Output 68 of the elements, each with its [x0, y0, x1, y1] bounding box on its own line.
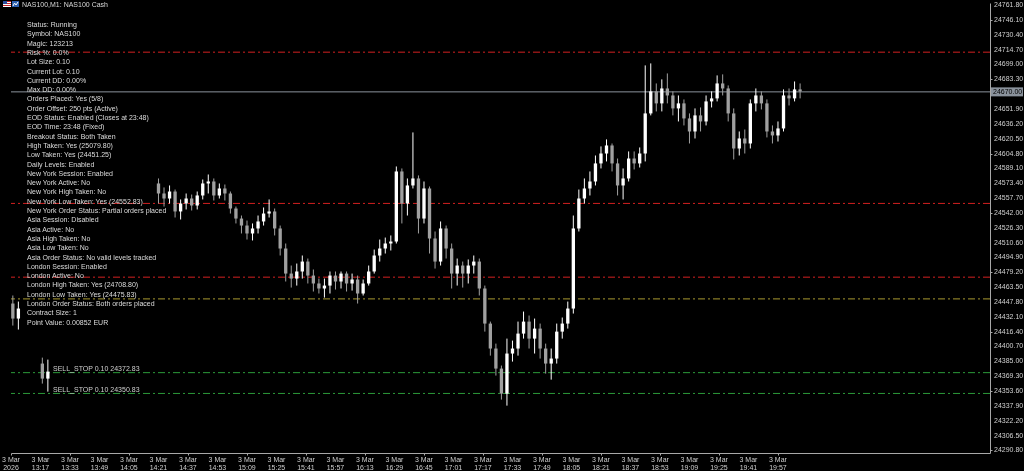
candlestick	[355, 275, 360, 305]
candlestick	[582, 177, 587, 205]
candlestick	[494, 343, 498, 377]
candlestick	[444, 225, 448, 260]
candlestick	[615, 158, 620, 196]
candlestick	[737, 130, 741, 156]
candlestick	[350, 273, 354, 292]
candlestick	[787, 87, 791, 106]
candlestick	[433, 231, 437, 270]
candlestick	[245, 220, 249, 241]
candlestick	[162, 186, 166, 208]
candlestick	[538, 323, 542, 360]
candlestick	[322, 278, 327, 299]
candlestick	[317, 278, 321, 295]
candlestick	[704, 94, 708, 126]
candlestick	[339, 270, 343, 289]
candlestick	[201, 179, 205, 200]
candlestick	[610, 142, 614, 172]
candlestick	[682, 98, 686, 126]
candlestick	[333, 270, 338, 291]
candlestick	[295, 263, 299, 287]
candlestick	[11, 295, 15, 327]
candlestick	[256, 215, 260, 234]
candlestick	[527, 315, 531, 350]
candlestick	[278, 225, 282, 257]
candlestick	[212, 177, 216, 201]
candlestick	[228, 191, 233, 215]
candlestick	[792, 80, 797, 102]
candlestick	[776, 120, 780, 142]
candlestick	[604, 138, 609, 162]
candlestick	[516, 321, 520, 357]
candlestick	[532, 318, 537, 355]
candlestick	[40, 357, 44, 385]
candlestick	[759, 90, 764, 110]
candlestick	[367, 265, 371, 287]
candlestick	[693, 107, 697, 139]
candlestick	[378, 239, 382, 263]
candlestick	[654, 82, 658, 112]
candlestick	[521, 311, 526, 340]
candlestick	[223, 184, 227, 201]
candlestick	[621, 167, 625, 200]
candlestick	[665, 72, 670, 104]
candlestick	[770, 124, 775, 144]
candlestick	[411, 131, 415, 189]
candlestick	[328, 270, 332, 295]
candlestick	[593, 154, 598, 186]
candlestick	[167, 184, 172, 205]
candlestick	[698, 106, 703, 132]
candlestick	[156, 177, 161, 205]
candlestick	[599, 145, 603, 169]
candlestick	[16, 301, 21, 331]
candlestick	[754, 87, 758, 112]
candlestick	[405, 177, 410, 217]
candlestick	[715, 74, 719, 102]
candlestick	[566, 301, 570, 330]
candlestick	[272, 208, 277, 236]
candlestick	[798, 82, 802, 99]
candlestick	[671, 90, 675, 116]
candlestick	[687, 112, 692, 144]
candlestick	[173, 189, 177, 219]
candlestick	[588, 170, 592, 196]
candlestick	[472, 255, 476, 275]
candlestick	[267, 198, 271, 219]
candlestick	[46, 359, 50, 393]
candlestick	[544, 343, 548, 375]
candlestick	[660, 78, 664, 112]
candlestick	[306, 258, 310, 284]
candlestick	[649, 62, 653, 116]
